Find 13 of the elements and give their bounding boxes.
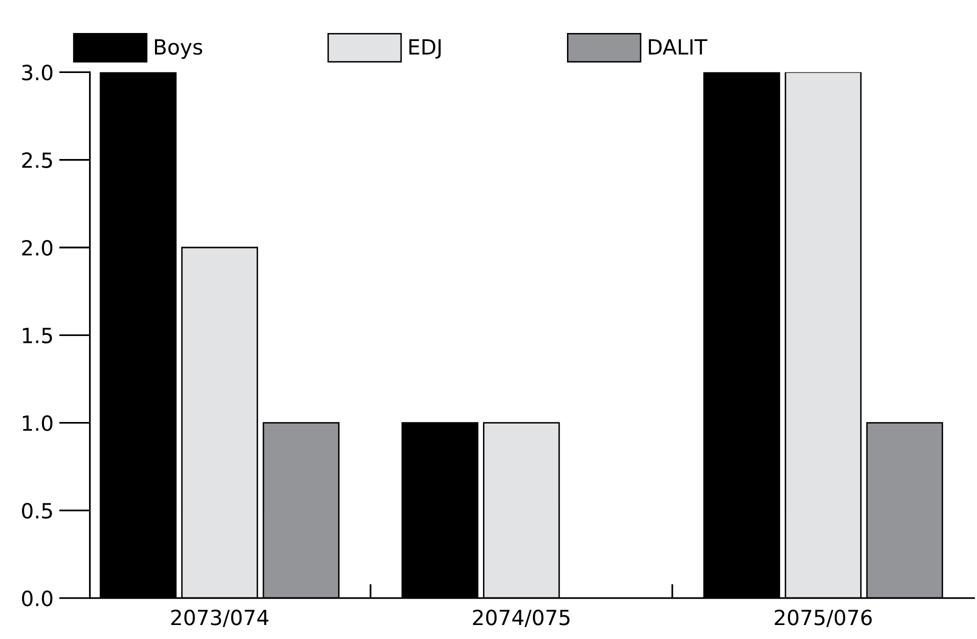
- legend-label: DALIT: [648, 39, 708, 54]
- legend-label: Boys: [154, 39, 202, 59]
- legend-label: EDJ: [409, 39, 441, 59]
- y-tick-label: 0.0: [22, 590, 52, 606]
- y-tick-label: 2.5: [22, 152, 52, 168]
- x-tick-label: 2073/074: [171, 610, 268, 627]
- y-tick-label: 1.5: [22, 328, 52, 344]
- y-tick-label: 0.5: [22, 502, 52, 519]
- x-tick-label: 2074/075: [473, 610, 570, 627]
- y-tick-label: 1.0: [22, 415, 52, 432]
- x-tick-label: 2075/076: [774, 610, 872, 627]
- y-tick-label: 2.0: [22, 240, 52, 256]
- y-tick-label: 3.0: [22, 64, 52, 80]
